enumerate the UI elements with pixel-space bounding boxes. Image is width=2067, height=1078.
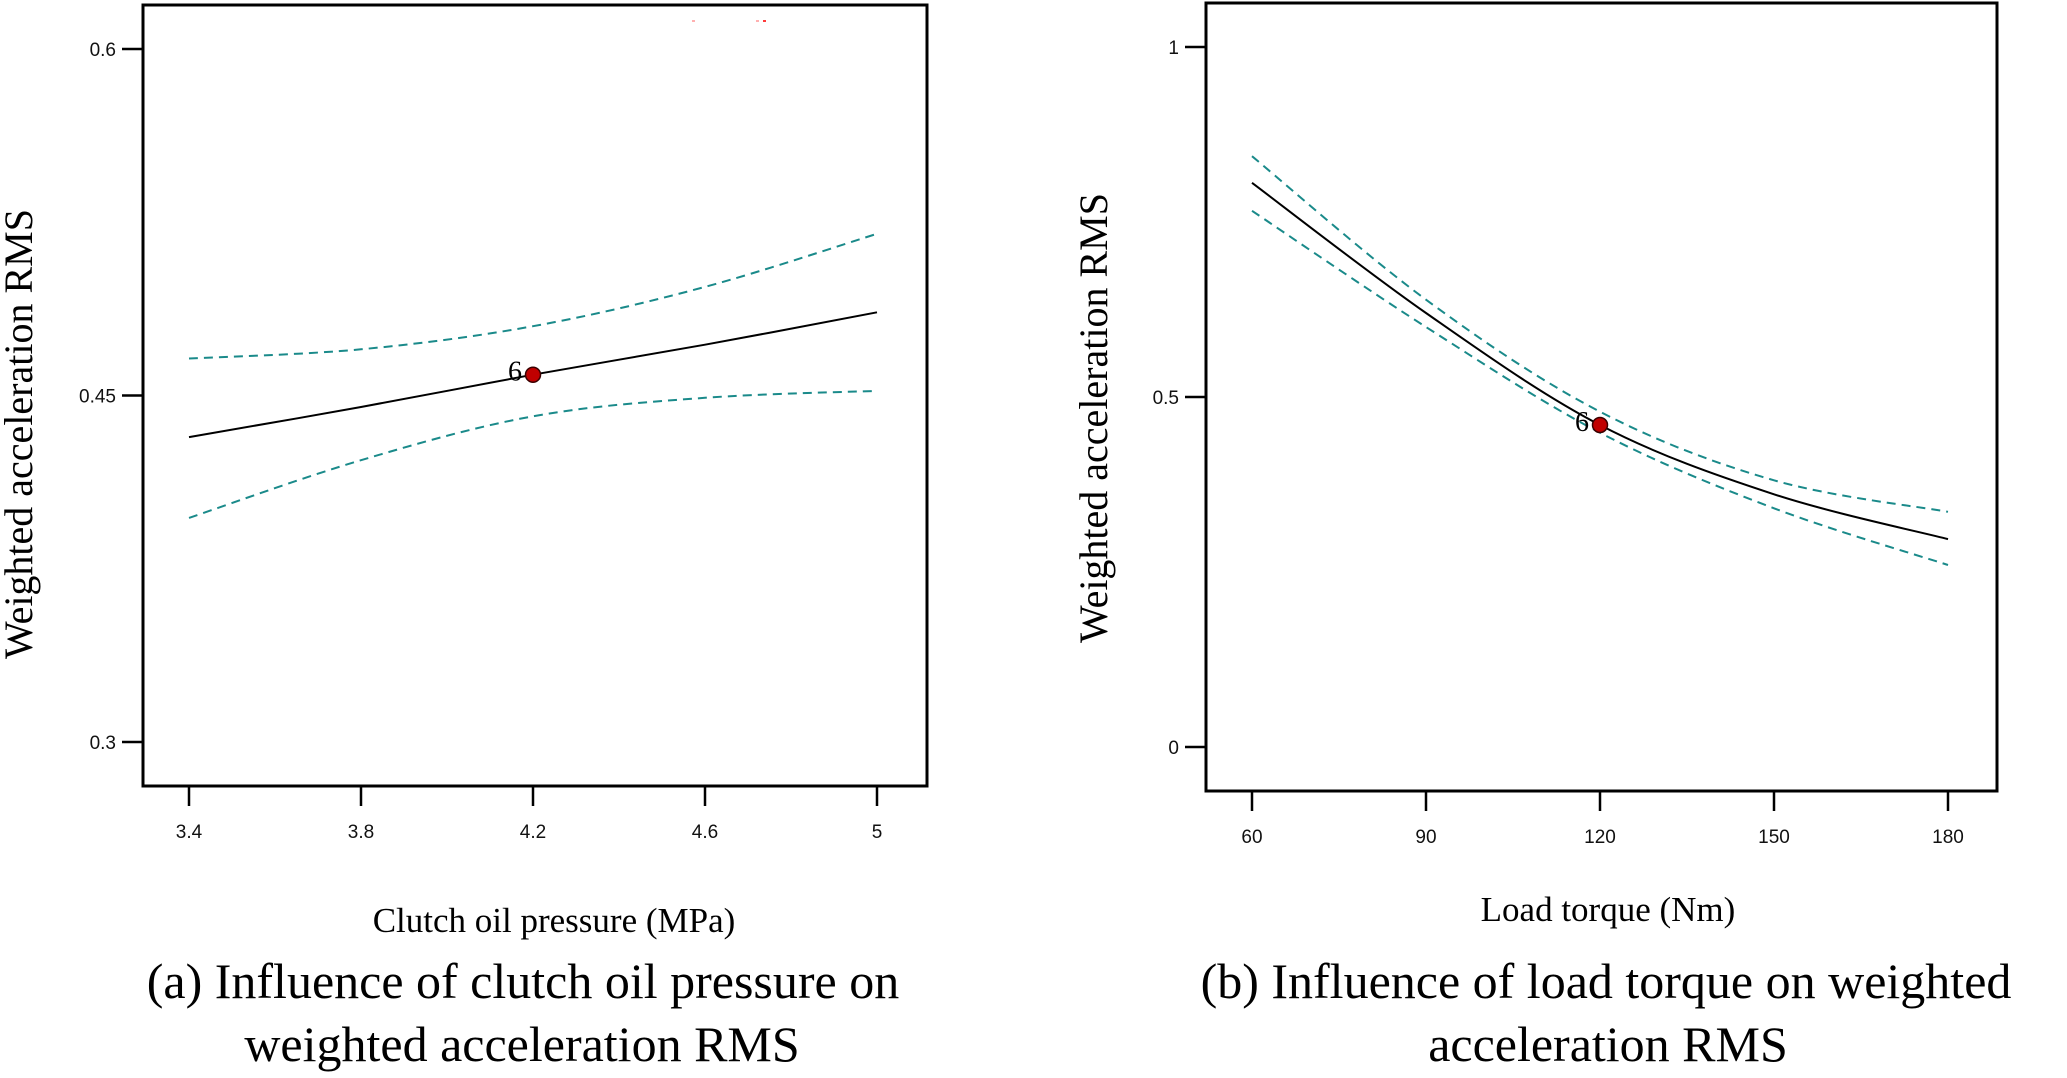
x-tick-label: 3.8 [348,822,374,843]
plot-frame-a [141,3,929,788]
y-tick-label: 1 [1168,38,1179,59]
x-axis-title-a: Clutch oil pressure (MPa) [373,901,736,940]
x-ticks-a: 3.4 3.8 4.2 4.6 5 [176,786,883,843]
y-axis-title-b: Weighted acceleration RMS [1071,193,1116,643]
caption-a-line-2: weighted acceleration RMS [244,1016,799,1072]
x-tick-label: 3.4 [176,822,203,843]
design-point-marker [1591,416,1609,434]
design-point-a: 6 [508,357,542,388]
caption-a-line-1: (a) Influence of clutch oil pressure on [147,953,899,1009]
upper-ci-line [188,232,878,360]
x-tick-label: 150 [1758,827,1790,848]
x-tick-label: 4.2 [520,822,546,843]
x-tick-label: 5 [872,822,883,843]
upper-ci-line [1251,155,1949,513]
x-tick-label: 90 [1415,827,1436,848]
lower-ci-line [1251,209,1949,566]
y-tick-label: 0.3 [90,733,116,754]
y-ticks-b: 00.51 [1153,38,1206,759]
design-point-b: 6 [1575,407,1609,438]
caption-b-line-2: acceleration RMS [1428,1016,1788,1072]
caption-b-line-1: (b) Influence of load torque on weighted [1201,953,2012,1009]
curves-b [1251,155,1949,566]
predicted-line [1251,181,1949,541]
y-tick-label: 0.6 [90,40,116,61]
y-tick-label: 0.5 [1153,388,1179,409]
x-tick-label: 4.6 [692,822,718,843]
y-tick-label: 0 [1168,738,1179,759]
panel-b: 00.51 60 90 120 150 180 6 Weighted accelerat… [1071,1,2012,1072]
speck [763,20,766,22]
y-tick-label: 0.45 [79,387,116,408]
x-tick-label: 180 [1932,827,1964,848]
x-axis-title-b: Load torque (Nm) [1481,890,1736,929]
specks-a [692,20,766,22]
speck [756,20,759,22]
x-tick-label: 60 [1241,827,1262,848]
y-axis-title-a: Weighted acceleration RMS [0,209,41,659]
plot-frame-b [1204,1,1999,793]
lower-ci-line [188,389,878,519]
y-ticks-a: 0.3 0.45 0.6 [79,40,143,754]
speck [692,20,695,22]
design-point-label: 6 [508,357,522,388]
panel-a: 0.3 0.45 0.6 3.4 3.8 4.2 4.6 5 6 Weighted acce… [0,3,929,1072]
design-point-label: 6 [1575,407,1589,438]
x-ticks-b: 60 90 120 150 180 [1241,791,1964,848]
x-tick-label: 120 [1584,827,1616,848]
design-point-marker [524,366,542,383]
